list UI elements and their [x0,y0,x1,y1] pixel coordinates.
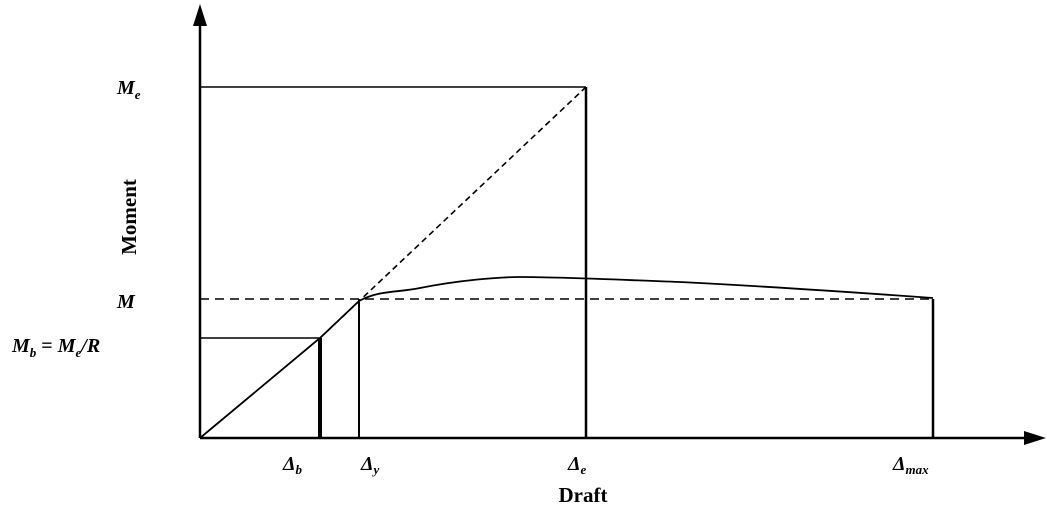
y-axis-arrowhead [193,4,207,26]
delta-y-label: Δy [360,453,380,477]
axes [198,18,1032,440]
x-axis-arrowhead [1024,431,1046,445]
mb-label: Mb = Me/R [11,335,100,360]
me-label: Me [116,77,141,102]
delta-e-label: Δe [567,453,587,477]
delta-max-label: Δmax [892,453,929,477]
m-label: M [116,291,136,313]
response-curve [199,276,934,439]
elastic-response-dashed-line [319,86,587,339]
delta-b-label: Δb [282,453,303,477]
x-axis-title: Draft [559,483,608,507]
y-axis-title: Moment [117,179,141,255]
